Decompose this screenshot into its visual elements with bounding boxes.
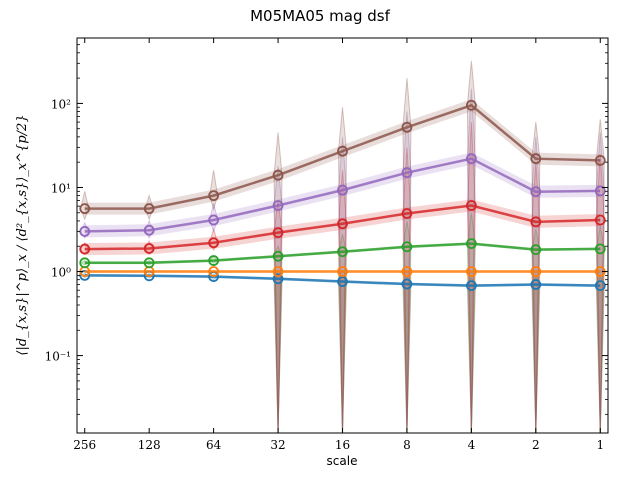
x-tick-label: 128 [138, 438, 161, 452]
data-point [465, 266, 477, 277]
data-point [594, 243, 606, 255]
x-axis: 256 128 64 32 16 8 4 2 1 [73, 38, 604, 452]
data-point [272, 266, 284, 277]
x-tick-label: 1 [596, 438, 604, 452]
y-axis-label: ⟨|d_{x,s}|^p⟩_x / ⟨d²_{x,s}⟩_x^{p/2} [15, 114, 30, 355]
series-line [84, 103, 601, 210]
data-point [401, 241, 413, 253]
chart-title: M05MA05 mag dsf [250, 7, 391, 25]
data-point [401, 208, 413, 219]
data-point [530, 186, 542, 198]
data-point [337, 276, 348, 287]
data-point [143, 224, 155, 236]
data-point [272, 227, 284, 239]
data-point [272, 273, 284, 285]
x-tick-label: 4 [468, 438, 476, 452]
data-point [208, 237, 220, 249]
series-line [84, 242, 601, 265]
data-point [401, 278, 413, 290]
data-point [530, 244, 542, 256]
data-point [594, 185, 606, 197]
x-tick-label: 16 [335, 438, 350, 452]
data-point [465, 200, 477, 211]
data-point [337, 246, 348, 258]
series-line [84, 157, 601, 233]
data-point [594, 154, 606, 166]
data-point [530, 279, 542, 290]
x-tick-label: 8 [403, 438, 411, 452]
data-point [143, 203, 155, 215]
y-tick-label: 10⁰ [51, 266, 71, 280]
data-point [79, 203, 91, 215]
x-axis-label: scale [327, 454, 358, 468]
data-point [79, 226, 91, 237]
data-point [337, 145, 348, 157]
y-tick-label: 10⁻¹ [45, 350, 71, 364]
data-point [401, 266, 413, 277]
data-point [530, 266, 542, 277]
data-point [337, 218, 348, 230]
data-point [465, 238, 477, 249]
data-point [272, 169, 284, 181]
data-point [272, 250, 284, 262]
data-point [530, 216, 542, 228]
series-line [84, 274, 601, 287]
data-point [465, 153, 477, 165]
data-point [465, 280, 477, 292]
x-tick-label: 2 [532, 438, 540, 452]
data-point [337, 266, 348, 277]
data-point [208, 255, 220, 266]
data-point [208, 266, 220, 277]
data-point [465, 99, 477, 111]
data-point [530, 153, 542, 165]
series-line [84, 204, 601, 251]
data-point [337, 184, 348, 196]
series-band [84, 199, 601, 256]
data-point [208, 214, 220, 226]
y-tick-label: 10² [51, 97, 71, 111]
data-point [401, 121, 413, 133]
y-axis: 10⁻¹ 10⁰ 10¹ 10² [45, 37, 608, 415]
x-tick-label: 64 [206, 438, 222, 452]
series-lines [79, 99, 606, 292]
data-point [401, 167, 413, 179]
data-point [143, 243, 155, 254]
y-tick-label: 10¹ [51, 181, 71, 195]
x-tick-label: 32 [270, 438, 285, 452]
data-point [208, 190, 220, 202]
data-point [272, 200, 284, 211]
data-point [594, 214, 606, 226]
series-band [84, 99, 601, 215]
data-point [594, 280, 606, 292]
data-point [143, 257, 155, 269]
data-point [79, 243, 91, 255]
x-tick-label: 256 [73, 438, 96, 452]
data-point [79, 257, 91, 269]
